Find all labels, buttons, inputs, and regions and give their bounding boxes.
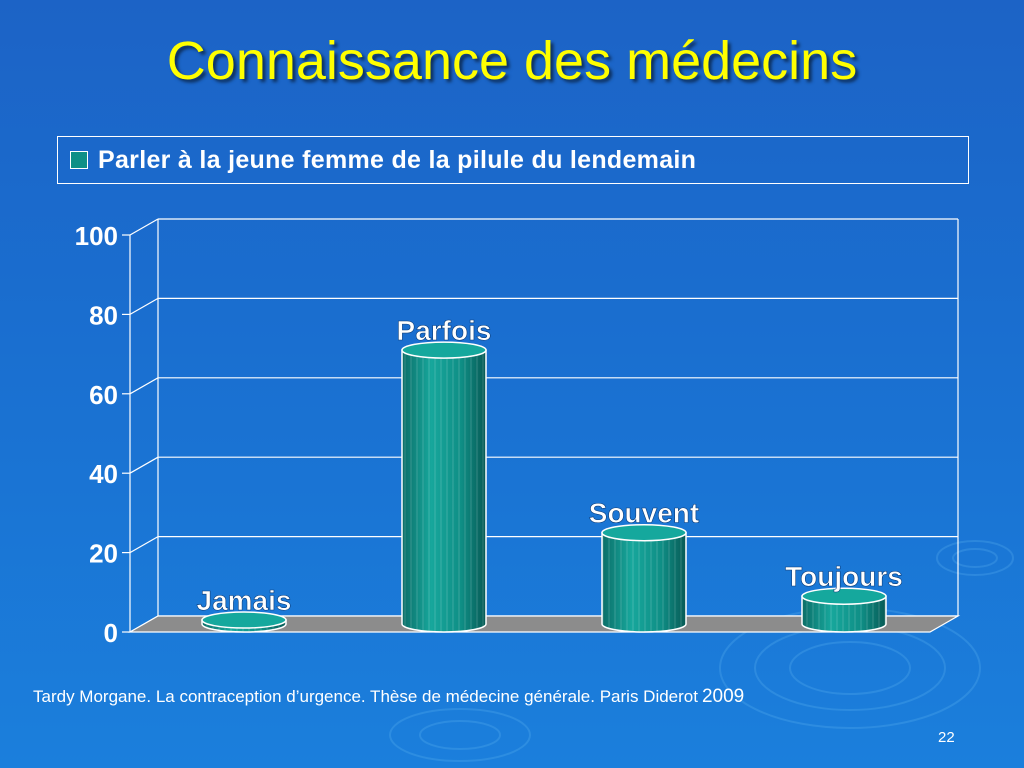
citation-text: Tardy Morgane. La contraception d’urgenc…	[33, 687, 698, 706]
chart-legend: Parler à la jeune femme de la pilule du …	[57, 136, 969, 184]
data-label-souvent: Souvent	[589, 498, 699, 529]
page-number: 22	[938, 729, 955, 746]
chart-floor	[127, 615, 961, 633]
bar-texture	[602, 532, 686, 632]
bar-top	[601, 523, 687, 542]
grid-depth-line	[129, 218, 159, 236]
legend-swatch	[70, 151, 88, 169]
y-tick-label: 80	[89, 300, 118, 330]
y-tick-label: 100	[75, 221, 118, 251]
y-tick-label: 0	[104, 618, 118, 648]
grid-depth-line	[129, 297, 159, 315]
legend-label: Parler à la jeune femme de la pilule du …	[98, 145, 697, 174]
data-label-toujours: Toujours	[785, 561, 903, 592]
slide-title: Connaissance des médecins	[166, 31, 858, 91]
y-tick-label: 60	[89, 380, 118, 410]
grid-depth-line	[129, 456, 159, 474]
grid-depth-line	[129, 536, 159, 554]
citation: Tardy Morgane. La contraception d’urgenc…	[33, 686, 744, 708]
bar-top	[801, 587, 887, 605]
data-label-jamais: Jamais	[197, 585, 292, 616]
y-tick-label: 40	[89, 459, 118, 489]
y-tick-label: 20	[89, 539, 118, 569]
bar-top	[201, 611, 287, 629]
grid-depth-line	[129, 377, 159, 395]
citation-year: 2009	[701, 686, 745, 707]
bar-top	[401, 341, 487, 359]
bar-texture	[802, 596, 886, 632]
data-label-parfois: Parfois	[397, 315, 492, 346]
bar-texture	[402, 350, 486, 632]
